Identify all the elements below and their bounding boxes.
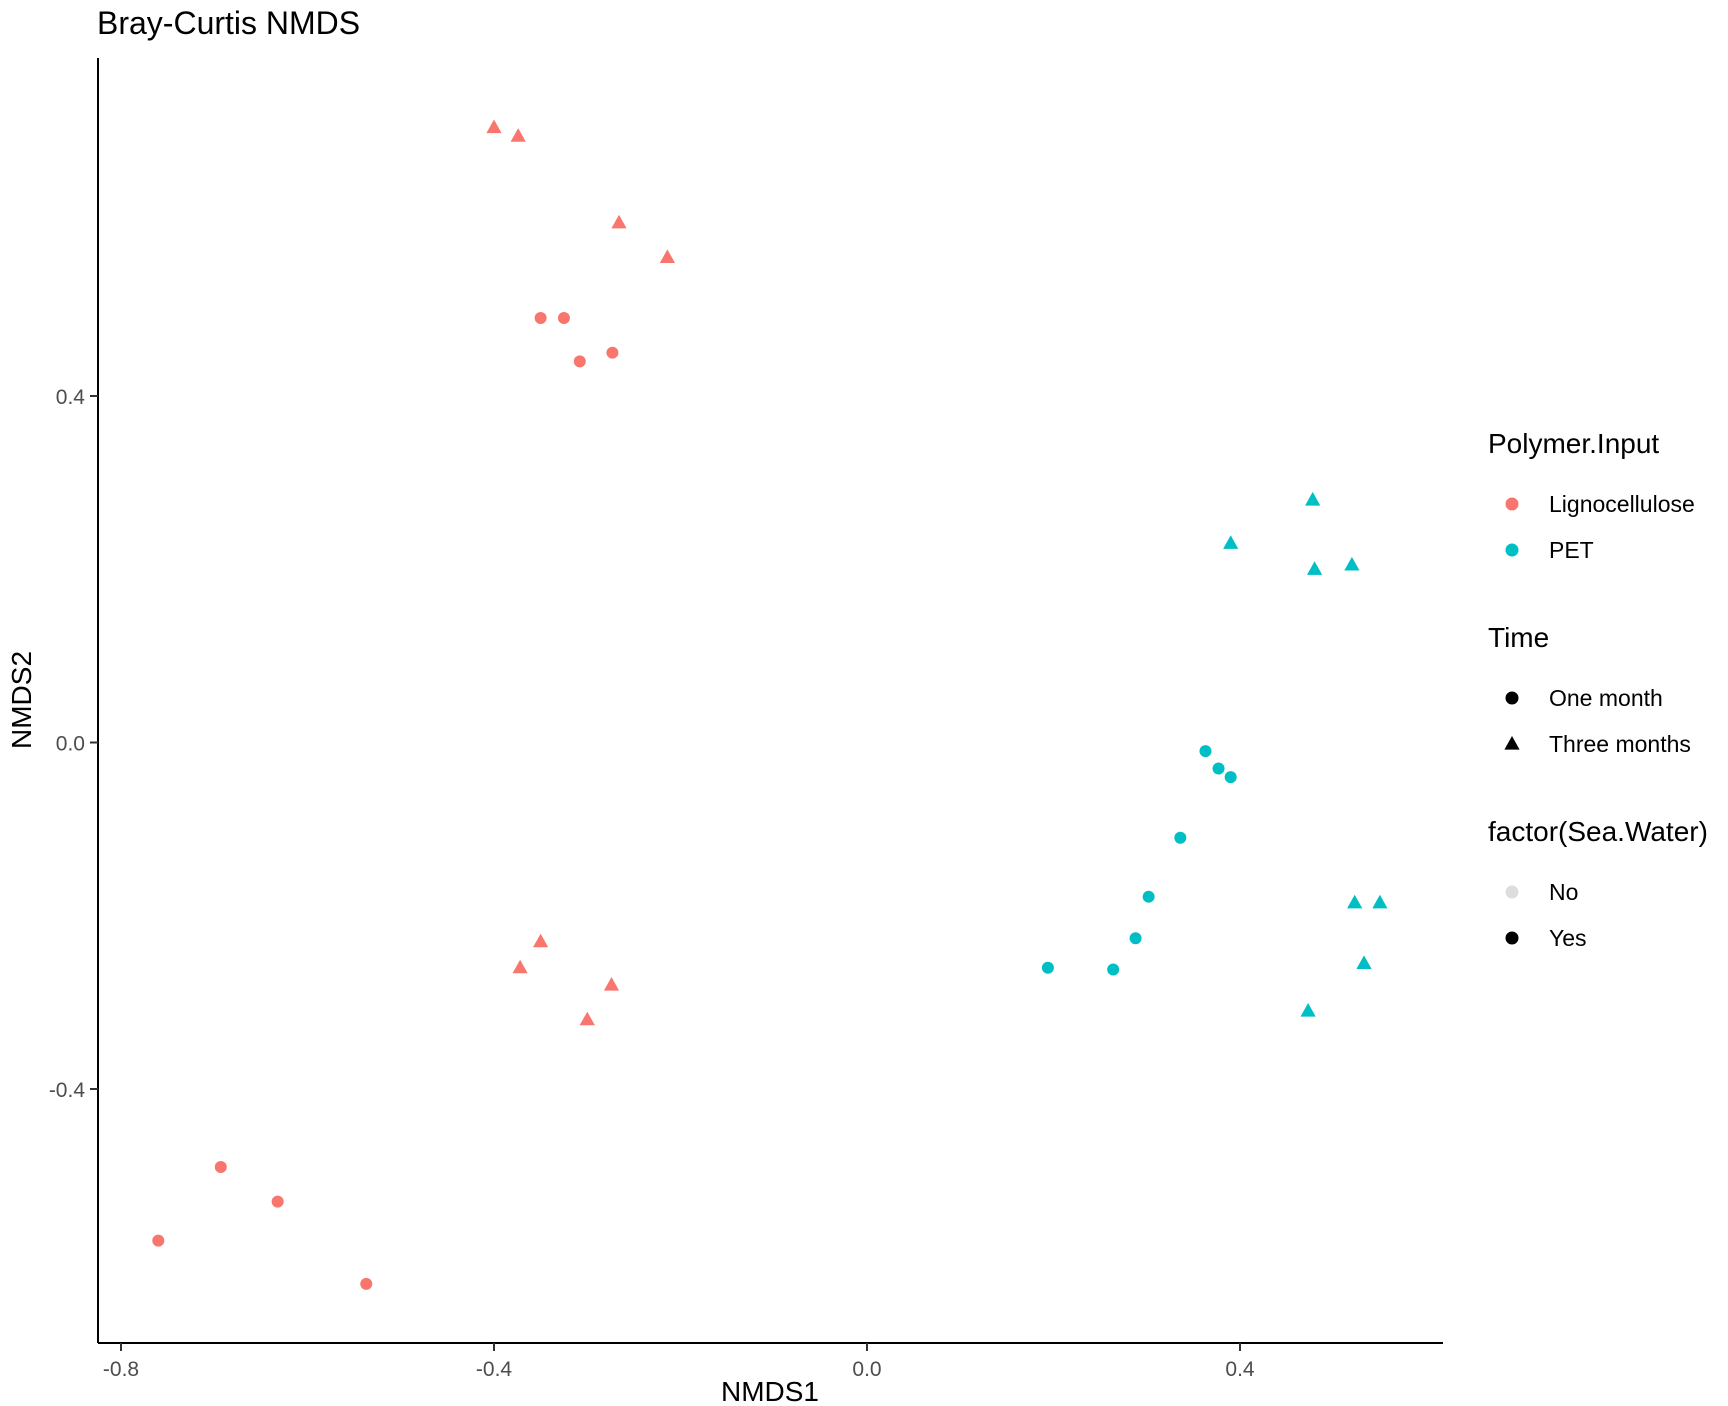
data-point-triangle (1347, 894, 1363, 909)
legend-title: Time (1488, 622, 1549, 653)
data-point-circle (1107, 963, 1120, 976)
data-point-triangle (1305, 491, 1321, 506)
data-point-circle (214, 1160, 227, 1173)
data-point-triangle (579, 1011, 595, 1026)
data-point-circle (1199, 745, 1212, 758)
y-tick-label: 0.4 (56, 386, 86, 409)
x-tick-label: -0.4 (476, 1358, 513, 1381)
data-point-circle (573, 355, 586, 368)
data-point-triangle (603, 977, 620, 991)
legend-key-circle (1505, 543, 1519, 557)
data-point-triangle (611, 214, 627, 229)
data-point-triangle (512, 959, 528, 974)
data-point-circle (1174, 831, 1187, 844)
legend-key-circle (1505, 497, 1519, 511)
data-points (152, 119, 1388, 1290)
legend-item-label: No (1549, 879, 1578, 905)
data-point-circle (271, 1195, 284, 1208)
data-point-circle (1212, 762, 1225, 775)
data-point-circle (1129, 932, 1142, 945)
legend-item-label: Lignocellulose (1549, 491, 1695, 517)
legend-item-label: One month (1549, 685, 1663, 711)
x-tick-label: -0.8 (103, 1358, 139, 1381)
data-point-triangle (1223, 535, 1239, 549)
x-axis-ticks: -0.8 -0.4 0.0 0.4 (103, 1343, 1255, 1381)
data-point-triangle (486, 119, 502, 134)
legend-item-label: Three months (1549, 731, 1691, 757)
x-tick-label: 0.0 (852, 1358, 881, 1381)
data-point-circle (152, 1234, 165, 1247)
y-tick-label: -0.4 (49, 1079, 86, 1102)
data-point-circle (606, 346, 619, 359)
data-point-triangle (1372, 894, 1388, 909)
legend-item-label: Yes (1549, 925, 1587, 951)
data-point-circle (1041, 961, 1054, 974)
data-point-triangle (533, 933, 549, 948)
x-axis-title: NMDS1 (721, 1376, 819, 1406)
legend-key-circle (1505, 885, 1519, 899)
legend-key-triangle (1504, 736, 1520, 750)
legend-item-label: PET (1549, 537, 1594, 563)
data-point-triangle (1356, 955, 1372, 969)
data-point-circle (360, 1277, 373, 1290)
data-point-triangle (659, 249, 675, 263)
data-point-circle (1224, 771, 1237, 784)
x-tick-label: 0.4 (1225, 1358, 1255, 1381)
chart-title: Bray-Curtis NMDS (97, 5, 360, 41)
data-point-triangle (1300, 1003, 1316, 1017)
data-point-triangle (510, 128, 526, 142)
legend-key-circle (1505, 691, 1519, 705)
y-axis-ticks: -0.4 0.0 0.4 (49, 386, 98, 1102)
legend-title: Polymer.Input (1488, 428, 1659, 459)
data-point-circle (534, 312, 547, 325)
legend: Polymer.Input Lignocellulose PET Time One mo… (1488, 428, 1708, 951)
legend-title: factor(Sea.Water) (1488, 816, 1708, 847)
y-axis-title: NMDS2 (6, 651, 37, 749)
data-point-triangle (1307, 561, 1323, 575)
plot-panel: -0.8 -0.4 0.0 0.4 -0.4 0.0 0.4 (49, 58, 1443, 1381)
data-point-triangle (1344, 556, 1360, 571)
y-tick-label: 0.0 (56, 733, 85, 756)
data-point-circle (1142, 890, 1155, 903)
data-point-circle (557, 312, 570, 325)
legend-key-circle (1505, 931, 1519, 945)
